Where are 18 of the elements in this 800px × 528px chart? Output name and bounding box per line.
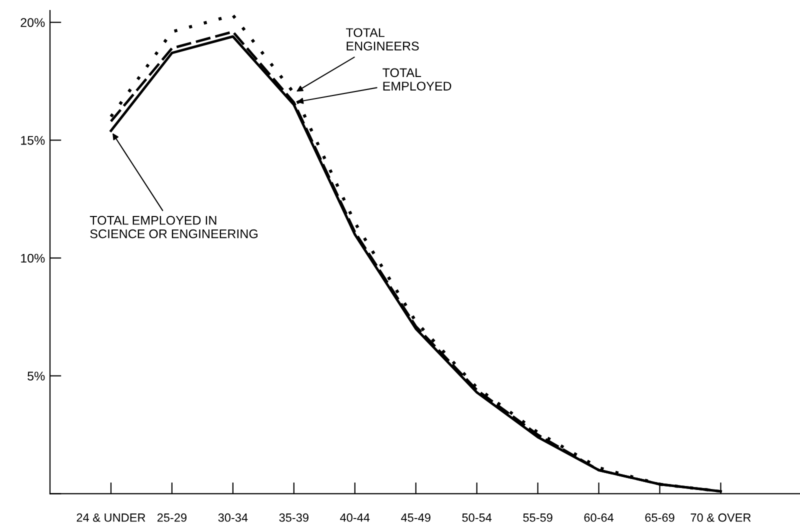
x-tick-label: 30-34 — [218, 513, 248, 522]
x-tick-label: 50-54 — [462, 513, 492, 522]
y-tick-label: 15% — [21, 136, 45, 145]
x-tick-label: 24 & UNDER — [76, 513, 146, 522]
y-tick-label: 20% — [20, 18, 45, 27]
annotation: TOTAL EMPLOYED IN SCIENCE OR ENGINEERING — [90, 216, 258, 238]
x-tick-label: 60-64 — [584, 513, 614, 522]
x-tick-label: 65-69 — [645, 513, 674, 522]
annotation: TOTAL EMPLOYED — [382, 68, 452, 91]
y-tick-label: 5% — [28, 372, 45, 380]
x-tick-label: 40-44 — [340, 513, 370, 522]
x-tick-label: 55-59 — [523, 513, 552, 522]
annotation: TOTAL ENGINEERS — [346, 28, 419, 51]
x-tick-label: 70 & OVER — [690, 513, 751, 522]
x-tick-label: 45-49 — [401, 513, 430, 522]
y-tick-label: 10% — [21, 254, 45, 263]
x-tick-label: 35-39 — [279, 513, 308, 522]
x-tick-label: 25-29 — [157, 513, 186, 522]
